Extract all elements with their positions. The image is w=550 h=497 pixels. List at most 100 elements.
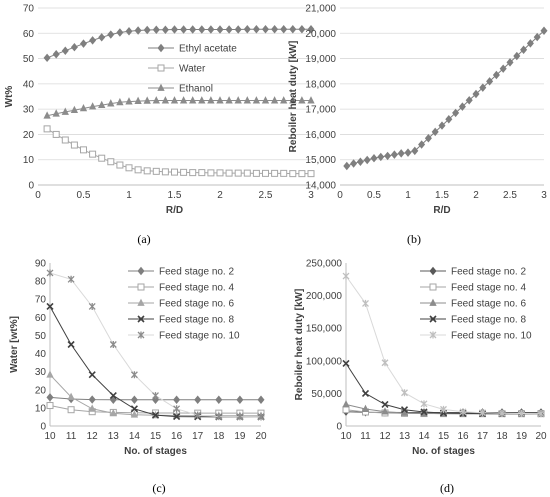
data-point	[390, 150, 398, 159]
data-point	[404, 148, 412, 157]
data-point	[243, 169, 251, 177]
data-point	[289, 96, 297, 104]
x-tick-label: 2	[473, 190, 479, 201]
y-axis-label: Wt%	[4, 86, 15, 108]
data-point	[98, 154, 106, 162]
data-point	[125, 164, 133, 172]
y-tick-label: 19,000	[305, 54, 336, 65]
data-point	[198, 169, 206, 177]
data-point	[125, 27, 133, 36]
y-tick-label: 30	[23, 105, 35, 116]
y-tick-label: 21,000	[305, 4, 336, 15]
data-point	[492, 70, 500, 80]
data-point	[173, 405, 181, 413]
y-tick-label: 50,000	[311, 389, 342, 400]
y-tick-label: 20,000	[305, 29, 336, 40]
legend-label: Ethyl acetate	[179, 44, 237, 55]
data-point	[143, 96, 151, 104]
y-tick-label: 60	[35, 313, 47, 324]
data-point	[271, 25, 279, 34]
data-point	[46, 393, 54, 402]
x-tick-label: 0	[35, 190, 41, 201]
panel-caption: (b)	[407, 232, 421, 246]
data-point	[43, 111, 51, 119]
x-tick-label: 11	[360, 431, 371, 442]
data-point	[189, 96, 197, 104]
x-tick-label: 13	[108, 431, 120, 442]
data-point	[225, 96, 233, 104]
data-point	[151, 411, 160, 419]
data-point	[343, 161, 351, 171]
data-point	[116, 28, 124, 37]
data-point	[88, 404, 96, 412]
x-axis-label: R/D	[166, 205, 183, 216]
y-tick-label: 0	[40, 422, 46, 433]
data-point	[88, 395, 96, 404]
data-point	[342, 272, 350, 280]
x-tick-label: 10	[44, 431, 56, 442]
data-point	[171, 168, 178, 176]
data-point	[499, 64, 507, 73]
data-point	[70, 141, 78, 149]
legend-label: Feed stage no. 8	[159, 315, 234, 326]
data-point	[257, 395, 265, 404]
series-ethyl-acetate	[43, 25, 315, 63]
y-tick-label: 70	[35, 295, 47, 306]
legend-label: Feed stage no. 10	[451, 331, 532, 342]
data-point	[424, 133, 432, 143]
chart-d: 0 50,000 100,000 150,000 200,000 250,000 10 11 1…	[294, 259, 547, 496]
x-tick-label: 3	[308, 190, 314, 201]
data-point	[189, 25, 197, 34]
data-point	[420, 408, 428, 416]
x-tick-label: 18	[213, 431, 225, 442]
legend-marker	[429, 298, 437, 306]
data-point	[271, 169, 279, 177]
data-point	[252, 169, 260, 177]
y-tick-label: 10	[23, 155, 35, 166]
data-point	[236, 395, 244, 404]
y-tick-label: 16,000	[305, 130, 336, 141]
x-tick-label: 15	[438, 431, 450, 442]
data-point	[472, 89, 480, 99]
data-point	[381, 400, 389, 409]
data-point	[257, 413, 265, 421]
y-tick-label: 17,000	[305, 105, 336, 116]
legend-label: Feed stage no. 4	[451, 283, 526, 294]
x-tick-label: 17	[477, 431, 489, 442]
data-point	[173, 413, 181, 421]
x-tick-label: 0.5	[367, 190, 381, 201]
x-tick-label: 2.5	[503, 190, 517, 201]
x-tick-label: 1.5	[435, 190, 449, 201]
legend-label: Feed stage no. 6	[451, 299, 526, 310]
y-tick-label: 90	[35, 259, 47, 270]
data-point	[420, 400, 428, 408]
data-point	[198, 96, 206, 104]
data-point	[194, 395, 202, 404]
legend-marker	[429, 283, 437, 291]
y-axis-label: Reboiler heat duty [kW]	[294, 289, 305, 401]
series-feed-stage-no-10	[46, 269, 265, 421]
x-axis-label: No. of stages	[124, 446, 187, 457]
x-tick-label: 1.5	[168, 190, 182, 201]
y-tick-label: 50	[23, 54, 35, 65]
legend: Feed stage no. 2 Feed stage no. 4 Feed sta…	[418, 260, 541, 351]
x-tick-label: 10	[340, 431, 352, 442]
x-tick-label: 1	[405, 190, 411, 201]
data-point	[261, 25, 270, 34]
x-axis-label: No. of stages	[412, 446, 475, 457]
y-tick-label: 20	[35, 385, 47, 396]
y-tick-label: 100,000	[306, 356, 343, 367]
x-tick-label: 1	[126, 190, 132, 201]
data-point	[88, 302, 96, 310]
data-point	[361, 389, 370, 397]
data-point	[400, 406, 409, 414]
data-point	[109, 408, 117, 417]
data-point	[79, 103, 88, 112]
y-tick-label: 0	[336, 422, 342, 433]
data-point	[342, 400, 350, 408]
legend-marker	[429, 331, 437, 339]
data-point	[207, 96, 215, 104]
data-point	[243, 96, 251, 104]
x-tick-label: 20	[535, 431, 547, 442]
